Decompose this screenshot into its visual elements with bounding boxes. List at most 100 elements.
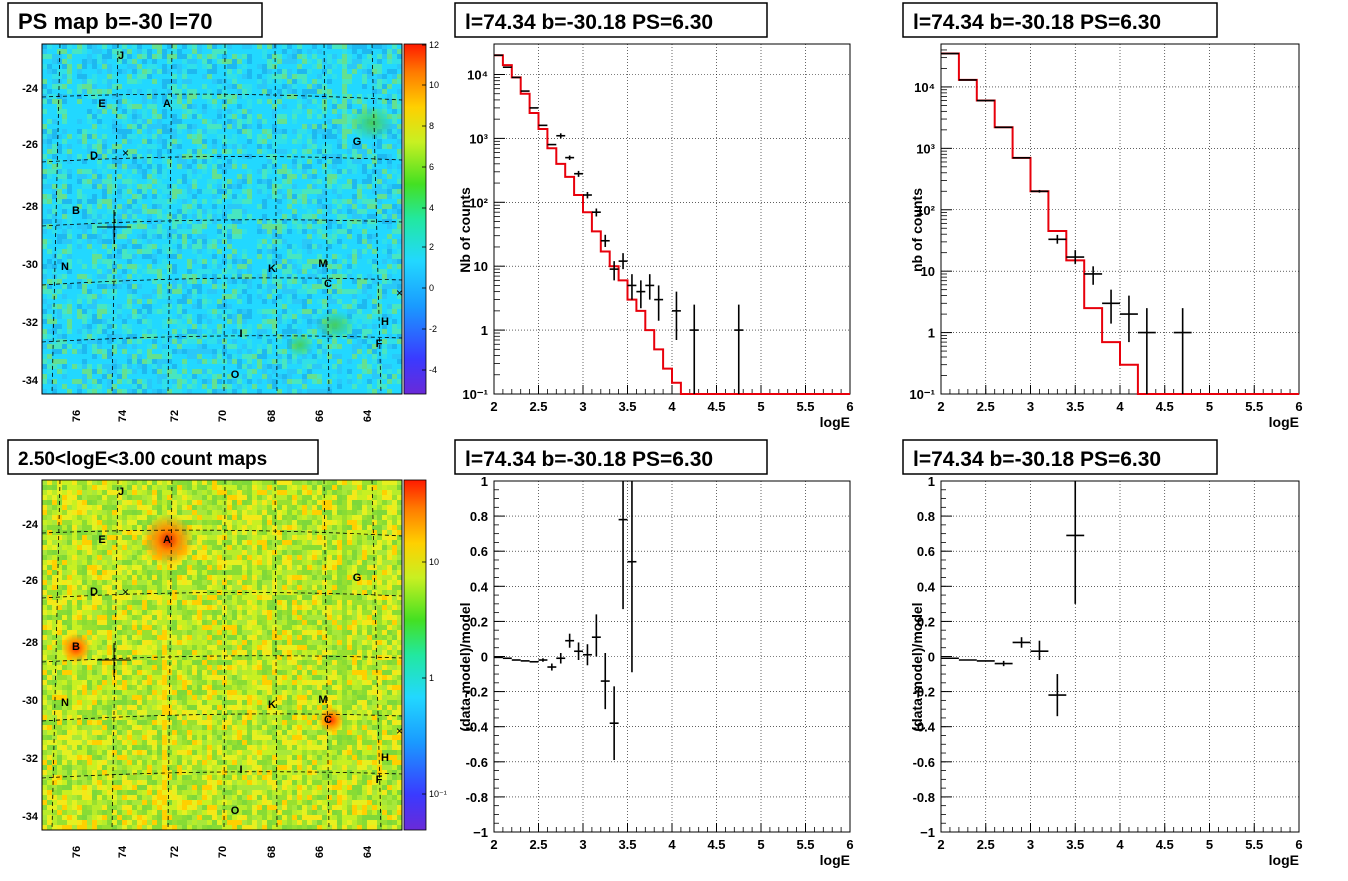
map-pixel bbox=[212, 179, 217, 184]
map-pixel bbox=[62, 199, 67, 204]
map-pixel bbox=[357, 149, 362, 154]
map-pixel bbox=[67, 109, 72, 114]
map-pixel bbox=[272, 149, 277, 154]
map-pixel bbox=[62, 69, 67, 74]
map-pixel bbox=[362, 99, 367, 104]
map-pixel bbox=[192, 139, 197, 144]
map-pixel bbox=[47, 344, 52, 349]
map-pixel bbox=[387, 99, 392, 104]
map-pixel bbox=[112, 159, 117, 164]
map-pixel bbox=[172, 289, 177, 294]
map-pixel bbox=[297, 104, 302, 109]
map-pixel bbox=[227, 69, 232, 74]
map-pixel bbox=[102, 149, 107, 154]
map-pixel bbox=[152, 364, 157, 369]
map-pixel bbox=[327, 64, 332, 69]
map-pixel bbox=[312, 239, 317, 244]
map-pixel bbox=[227, 274, 232, 279]
map-pixel bbox=[232, 269, 237, 274]
map-pixel bbox=[377, 74, 382, 79]
map-pixel bbox=[397, 279, 402, 284]
map-pixel bbox=[97, 314, 102, 319]
map-pixel bbox=[332, 284, 337, 289]
map-pixel bbox=[327, 174, 332, 179]
map-pixel bbox=[107, 329, 112, 334]
map-pixel bbox=[237, 289, 242, 294]
map-pixel bbox=[52, 284, 57, 289]
map-pixel bbox=[372, 339, 377, 344]
map-pixel bbox=[382, 99, 387, 104]
map-pixel bbox=[372, 344, 377, 349]
map-pixel bbox=[212, 314, 217, 319]
map-pixel bbox=[142, 134, 147, 139]
map-pixel bbox=[127, 44, 132, 49]
map-pixel bbox=[142, 354, 147, 359]
map-pixel bbox=[227, 334, 232, 339]
map-pixel bbox=[117, 199, 122, 204]
map-pixel bbox=[227, 194, 232, 199]
map-pixel bbox=[92, 279, 97, 284]
map-pixel bbox=[172, 369, 177, 374]
map-pixel bbox=[77, 204, 82, 209]
map-pixel bbox=[247, 374, 252, 379]
map-pixel bbox=[162, 199, 167, 204]
map-pixel bbox=[132, 279, 137, 284]
map-pixel bbox=[67, 364, 72, 369]
map-pixel bbox=[142, 94, 147, 99]
map-pixel bbox=[172, 194, 177, 199]
map-pixel bbox=[177, 374, 182, 379]
map-pixel bbox=[237, 364, 242, 369]
map-pixel bbox=[242, 224, 247, 229]
map-pixel bbox=[152, 289, 157, 294]
map-pixel bbox=[277, 329, 282, 334]
map-pixel bbox=[342, 234, 347, 239]
map-pixel bbox=[332, 304, 337, 309]
map-pixel bbox=[202, 274, 207, 279]
map-pixel bbox=[197, 194, 202, 199]
map-pixel bbox=[142, 194, 147, 199]
map-pixel bbox=[147, 124, 152, 129]
map-pixel bbox=[172, 294, 177, 299]
map-pixel bbox=[107, 234, 112, 239]
map-pixel bbox=[137, 189, 142, 194]
map-pixel bbox=[217, 379, 222, 384]
map-pixel bbox=[267, 194, 272, 199]
map-pixel bbox=[367, 324, 372, 329]
map-pixel bbox=[347, 134, 352, 139]
map-pixel bbox=[62, 314, 67, 319]
map-pixel bbox=[342, 194, 347, 199]
map-pixel bbox=[42, 239, 47, 244]
map-pixel bbox=[177, 164, 182, 169]
map-pixel bbox=[107, 359, 112, 364]
map-pixel bbox=[197, 354, 202, 359]
map-pixel bbox=[362, 179, 367, 184]
map-pixel bbox=[207, 124, 212, 129]
map-pixel bbox=[327, 364, 332, 369]
map-pixel bbox=[202, 324, 207, 329]
map-pixel bbox=[232, 314, 237, 319]
map-pixel bbox=[62, 124, 67, 129]
map-pixel bbox=[382, 354, 387, 359]
map-pixel bbox=[182, 69, 187, 74]
map-pixel bbox=[357, 364, 362, 369]
map-pixel bbox=[357, 369, 362, 374]
map-pixel bbox=[252, 194, 257, 199]
map-pixel bbox=[52, 94, 57, 99]
map-pixel bbox=[342, 144, 347, 149]
map-pixel bbox=[192, 44, 197, 49]
map-pixel bbox=[267, 189, 272, 194]
map-pixel bbox=[57, 309, 62, 314]
map-pixel bbox=[217, 214, 222, 219]
map-pixel bbox=[227, 374, 232, 379]
map-pixel bbox=[52, 254, 57, 259]
map-pixel bbox=[127, 129, 132, 134]
map-pixel bbox=[347, 299, 352, 304]
map-pixel bbox=[102, 344, 107, 349]
map-pixel bbox=[62, 224, 67, 229]
map-pixel bbox=[172, 174, 177, 179]
map-pixel bbox=[192, 194, 197, 199]
map-pixel bbox=[82, 309, 87, 314]
map-pixel bbox=[232, 159, 237, 164]
map-pixel bbox=[162, 219, 167, 224]
map-pixel bbox=[62, 219, 67, 224]
